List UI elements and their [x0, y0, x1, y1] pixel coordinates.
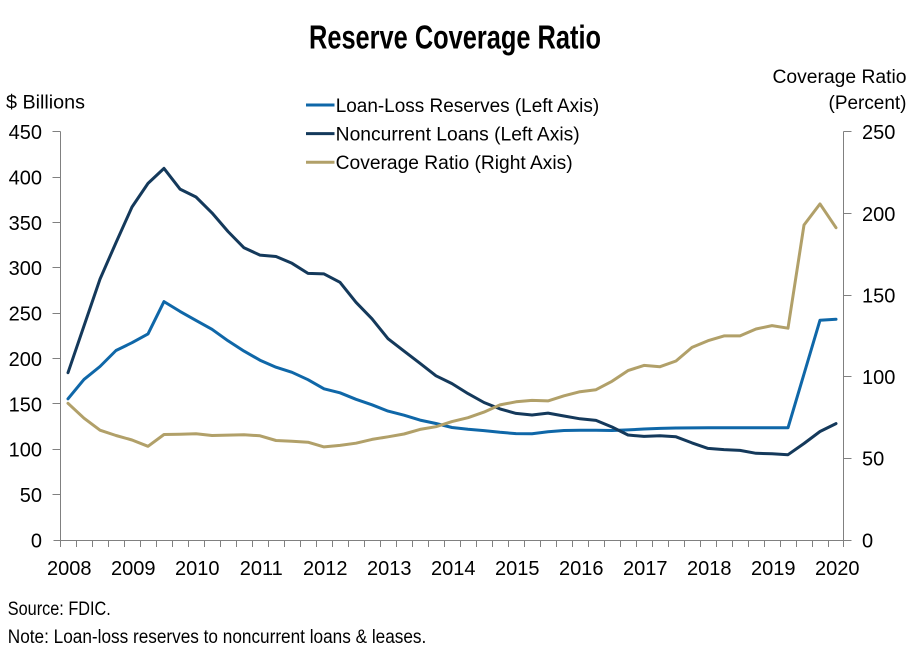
svg-text:50: 50 — [862, 449, 884, 471]
svg-text:450: 450 — [9, 122, 42, 144]
svg-text:100: 100 — [862, 367, 895, 389]
svg-text:$ Billions: $ Billions — [6, 93, 85, 114]
svg-text:300: 300 — [9, 258, 42, 280]
svg-text:50: 50 — [20, 485, 42, 507]
svg-text:2011: 2011 — [240, 558, 283, 580]
svg-text:2020: 2020 — [815, 558, 860, 580]
svg-text:2013: 2013 — [367, 558, 412, 580]
svg-text:Reserve Coverage Ratio: Reserve Coverage Ratio — [309, 20, 601, 57]
svg-text:2009: 2009 — [111, 558, 156, 580]
svg-text:2017: 2017 — [623, 558, 668, 580]
svg-text:200: 200 — [9, 349, 42, 371]
svg-text:2010: 2010 — [175, 558, 220, 580]
svg-text:Loan-Loss Reserves (Left Axis): Loan-Loss Reserves (Left Axis) — [336, 96, 600, 117]
svg-text:2015: 2015 — [495, 558, 540, 580]
svg-text:350: 350 — [9, 213, 42, 235]
svg-text:100: 100 — [9, 440, 42, 462]
svg-text:200: 200 — [862, 204, 895, 226]
svg-text:0: 0 — [31, 530, 42, 552]
svg-text:150: 150 — [9, 394, 42, 416]
svg-text:150: 150 — [862, 285, 895, 307]
svg-text:2018: 2018 — [687, 558, 732, 580]
svg-text:(Percent): (Percent) — [829, 93, 907, 114]
svg-text:Coverage Ratio: Coverage Ratio — [773, 67, 907, 88]
svg-text:2016: 2016 — [559, 558, 604, 580]
svg-text:250: 250 — [862, 122, 895, 144]
svg-text:2019: 2019 — [751, 558, 796, 580]
svg-text:Source: FDIC.: Source: FDIC. — [8, 599, 111, 620]
svg-text:2008: 2008 — [47, 558, 92, 580]
svg-text:Note: Loan-loss reserves to no: Note: Loan-loss reserves to noncurrent l… — [8, 627, 427, 648]
svg-text:250: 250 — [9, 304, 42, 326]
svg-text:0: 0 — [862, 530, 873, 552]
svg-text:2012: 2012 — [303, 558, 348, 580]
svg-text:Noncurrent Loans (Left Axis): Noncurrent Loans (Left Axis) — [336, 125, 580, 146]
svg-text:400: 400 — [9, 168, 42, 190]
svg-text:2014: 2014 — [431, 558, 476, 580]
svg-text:Coverage Ratio (Right Axis): Coverage Ratio (Right Axis) — [336, 153, 573, 174]
